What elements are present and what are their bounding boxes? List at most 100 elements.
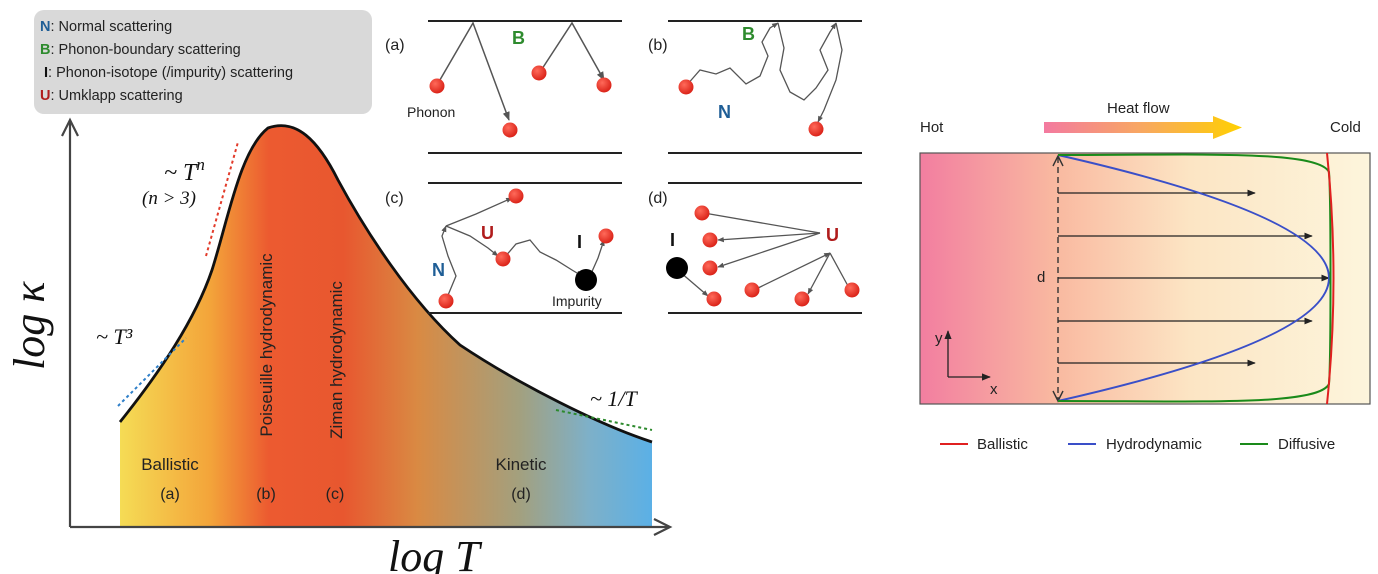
panel-c-trajectory [441,225,457,301]
heat-flow-diagram: Hot Cold Heat flow d y x Ballistic Hydro… [919,100,1371,453]
tn-label: ~ Tn [164,155,205,186]
legend-ballistic-label: Ballistic [977,436,1028,453]
panel-d-phonon-3 [702,260,718,276]
panel-c-phonon-1 [438,293,454,309]
panel-d-trajectory-6 [829,252,849,287]
tn-slope-guide [205,141,239,257]
t3-slope-guide [117,337,187,407]
panel-d-trajectory-5 [807,252,831,295]
legend-isotope-text: : Phonon-isotope (/impurity) scattering [48,65,293,81]
regime-ziman-label: Ziman hydrodynamic [327,281,346,439]
thermal-conductivity-diagram: log κ log T ~ T³ ~ Tn (n > 3) ~ 1/T Ball… [5,10,862,574]
legend-boundary-key: B [40,42,50,58]
panel-d-impurity-letter: I [670,230,675,250]
panel-c: (c) U N I Impurity [385,182,622,314]
panel-c-phonon-4 [598,228,614,244]
panel-a-boundary-letter: B [512,28,525,48]
panel-b: (b) B N [648,20,862,154]
regime-poiseuille-label: Poiseuille hydrodynamic [257,253,276,437]
legend-isotope-entry: I: Phonon-isotope (/impurity) scattering [44,65,293,81]
panel-c-phonon-3 [495,251,511,267]
legend-normal-key: N [40,19,50,35]
legend-normal-entry: N: Normal scattering [40,19,172,35]
panel-d-trajectory-2 [717,232,821,243]
panel-c-impurity-note: Impurity [552,293,602,309]
legend-umklapp-key: U [40,88,50,104]
panel-a-phonon-1 [429,78,445,94]
width-label: d [1037,269,1045,286]
legend-normal-text: : Normal scattering [50,19,172,35]
panel-a-trajectory [436,21,510,121]
panel-b-phonon-2 [808,121,824,137]
panel-c-normal-letter: N [432,260,445,280]
panel-d-phonon-5 [744,282,760,298]
panel-d-trajectory-7 [679,271,709,297]
y-axis-arrowhead [61,117,79,137]
coord-x-label: x [990,381,998,398]
panel-d-impurity [666,257,688,279]
inv-t-slope-guide [555,409,653,431]
regime-poiseuille-case: (b) [256,486,276,503]
legend-boundary-text: : Phonon-boundary scattering [50,42,240,58]
panel-d-umklapp-letter: U [826,225,839,245]
heat-flow-arrow [1044,116,1242,139]
regime-ballistic-label: Ballistic [141,455,199,474]
panel-d-trajectory-4 [755,252,831,290]
panel-a-label: (a) [385,37,405,54]
scattering-legend-box [34,10,372,114]
t3-label: ~ T³ [96,324,133,349]
panel-d-trajectory-1 [703,212,821,234]
kappa-curve [118,124,653,444]
tn-label-base: ~ T [164,160,198,186]
regime-area [120,125,652,527]
panel-a: (a) B Phonon [385,20,622,154]
legend-diffusive-label: Diffusive [1278,436,1335,453]
legend-isotope-key: I [44,65,48,81]
cold-label: Cold [1330,119,1361,136]
regime-ballistic-case: (a) [160,486,180,503]
hot-label: Hot [920,119,944,136]
panel-b-normal-letter: N [718,102,731,122]
panel-c-trajectory-3 [445,225,499,257]
panel-d-label: (d) [648,190,668,207]
hydrodynamic-profile [1057,154,1330,402]
panel-d-phonon-2 [702,232,718,248]
legend-boundary-entry: B: Phonon-boundary scattering [40,42,241,58]
panel-d-phonon-1 [694,205,710,221]
panel-d-phonon-4 [706,291,722,307]
panel-d-trajectory-3 [717,232,821,268]
panel-c-umklapp-letter: U [481,223,494,243]
panel-c-impurity [575,269,597,291]
panel-b-phonon-1 [678,79,694,95]
panel-d: (d) I U [648,182,862,314]
panel-c-phonon-2 [508,188,524,204]
panel-c-trajectory-5 [589,239,605,277]
diffusive-profile [1057,153,1332,403]
y-axis-label: log κ [5,281,54,370]
panel-b-trajectory-2 [777,22,837,101]
regime-kinetic-label: Kinetic [495,455,547,474]
panel-a-phonon-3 [596,77,612,93]
tn-label-exponent: n [196,155,205,174]
x-axis-arrowhead [653,518,673,536]
panel-a-phonon-4 [502,122,518,138]
regime-kinetic-case: (d) [511,486,531,503]
panel-a-phonon-note: Phonon [407,104,455,120]
x-axis-label: log T [388,532,483,574]
panel-a-phonon-2 [531,65,547,81]
panel-b-trajectory-3 [817,22,843,123]
panel-b-trajectory [685,22,779,87]
profile-legend: Ballistic Hydrodynamic Diffusive [940,436,1335,453]
scattering-legend: N: Normal scattering B: Phonon-boundary … [34,10,372,114]
legend-umklapp-text: : Umklapp scattering [50,88,182,104]
legend-hydrodynamic-label: Hydrodynamic [1106,436,1202,453]
panel-c-trajectory-2 [445,197,513,227]
ballistic-profile [1326,152,1335,405]
panel-c-trajectory-4 [503,239,583,277]
panel-b-boundary-letter: B [742,24,755,44]
legend-umklapp-entry: U: Umklapp scattering [40,88,183,104]
panel-d-phonon-6 [794,291,810,307]
panel-b-label: (b) [648,37,668,54]
panel-a-trajectory-2 [539,21,605,81]
panel-c-impurity-letter: I [577,232,582,252]
